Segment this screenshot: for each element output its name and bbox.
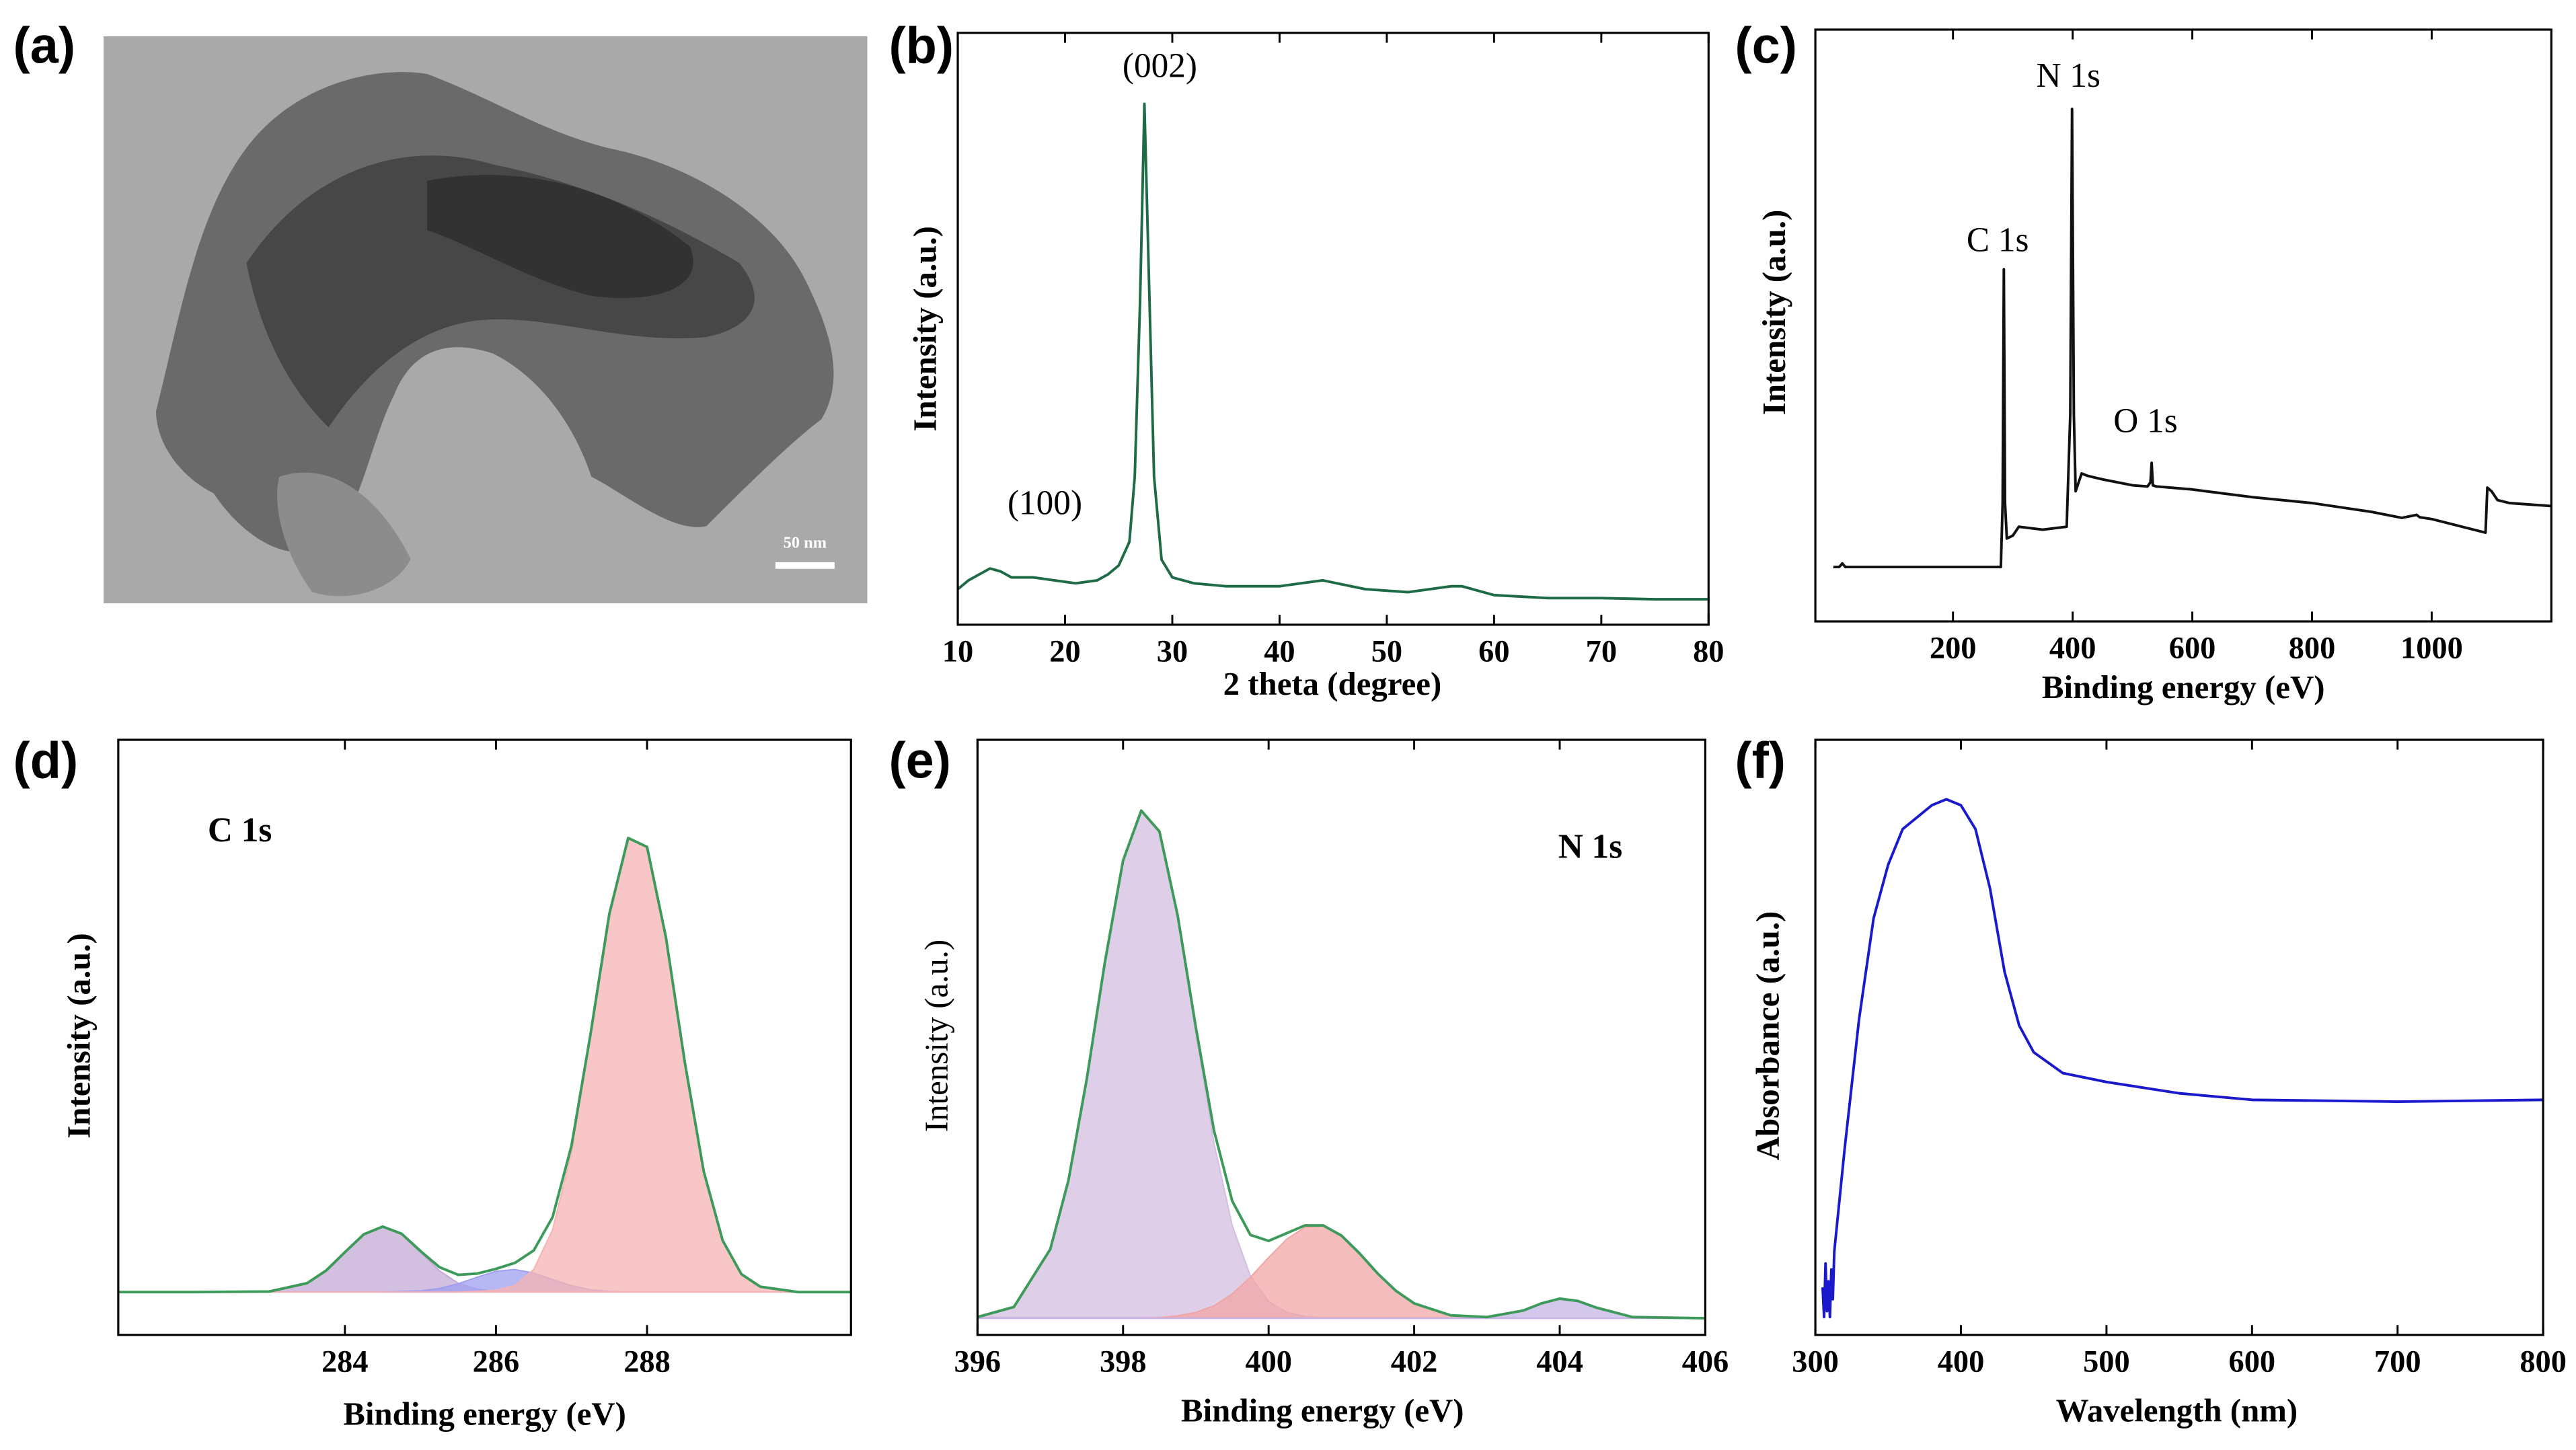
plot-area	[118, 837, 851, 1294]
flake-dark	[427, 175, 693, 299]
x-tick-label: 20	[1049, 635, 1080, 669]
plot-frame	[117, 738, 852, 1336]
x-tick-label: 400	[1938, 1345, 1985, 1379]
x-tick-label: 10	[942, 635, 973, 669]
plot-area	[977, 809, 1706, 1320]
scale-bar	[775, 562, 835, 569]
y-axis-label: Intensity (a.u.)	[917, 940, 954, 1132]
x-axis-label: Binding energy (eV)	[343, 1395, 626, 1432]
x-tick-label: 400	[1245, 1345, 1292, 1379]
x-tick-label: 288	[623, 1345, 671, 1379]
data-line	[1821, 798, 2544, 1319]
panel-label: (c)	[1735, 17, 1797, 74]
scale-bar-label: 50 nm	[784, 534, 827, 552]
x-tick-label: 404	[1536, 1345, 1583, 1379]
plot-frame	[1814, 28, 2552, 623]
panel-label: (e)	[888, 732, 951, 790]
plot-frame	[956, 32, 1710, 626]
x-tick-label: 600	[2169, 632, 2216, 666]
panel: 396 398 400 402 404 406 Binding energy (eV) Int…	[888, 732, 1729, 1429]
panel: 284 286 288 Binding energy (eV) Intensity (a…	[13, 732, 852, 1432]
x-tick-label: 286	[473, 1345, 520, 1379]
panel-label: (b)	[888, 17, 954, 74]
x-tick-label: 800	[2289, 632, 2336, 666]
data-line	[977, 809, 1706, 1320]
x-axis-label: Binding energy (eV)	[1181, 1391, 1464, 1428]
x-tick-label: 40	[1264, 635, 1295, 669]
peak-annotation: (002)	[1123, 46, 1197, 85]
peak-annotation: O 1s	[2113, 402, 2177, 440]
x-tick-label: 70	[1586, 635, 1617, 669]
x-tick-label: 700	[2374, 1345, 2421, 1379]
x-tick-label: 500	[2083, 1345, 2130, 1379]
x-tick-label: 80	[1693, 635, 1724, 669]
y-axis-label: Intensity (a.u.)	[60, 933, 97, 1139]
x-tick-label: 396	[954, 1345, 1001, 1379]
peak-annotation: (100)	[1008, 484, 1082, 523]
y-axis-label: Intensity (a.u.)	[1755, 210, 1792, 416]
x-tick-label: 600	[2229, 1345, 2276, 1379]
data-line	[118, 837, 851, 1294]
x-tick-label: 200	[1930, 632, 1977, 666]
x-tick-label: 300	[1792, 1345, 1839, 1379]
plot-frame	[976, 738, 1707, 1336]
x-tick-label: 398	[1100, 1345, 1147, 1379]
y-axis-label: Intensity (a.u.)	[906, 226, 943, 432]
panel: 300 400 500 600 700 800 Wavelength (nm) Absorba…	[1735, 732, 2567, 1429]
panel-label: (d)	[13, 732, 79, 790]
tem-image: 50 nm	[103, 36, 868, 604]
y-axis-label: Absorbance (a.u.)	[1749, 911, 1786, 1161]
x-tick-label: 50	[1371, 635, 1402, 669]
peak-annotation: C 1s	[1967, 221, 2029, 260]
x-axis-label: Binding energy (eV)	[2042, 669, 2325, 705]
panel: 200 400 600 800 1000 Binding energy (eV) Inten…	[1735, 17, 2552, 705]
peak-annotation: C 1s	[208, 811, 272, 849]
plot-area	[958, 102, 1709, 601]
panel: 10 20 30 40 50 60 70 80 2 theta (degree) Intensit…	[888, 17, 1724, 702]
x-tick-label: 284	[321, 1345, 369, 1379]
plot-area	[1833, 107, 2552, 568]
data-line	[958, 102, 1709, 601]
component-area	[118, 837, 851, 1293]
panel-label: (f)	[1735, 732, 1786, 790]
x-tick-label: 60	[1478, 635, 1509, 669]
x-tick-label: 1000	[2400, 632, 2463, 666]
flake-edge	[277, 472, 411, 597]
data-line	[1833, 107, 2552, 568]
x-axis-label: 2 theta (degree)	[1223, 665, 1442, 702]
x-tick-label: 406	[1682, 1345, 1729, 1379]
x-axis-label: Wavelength (nm)	[2056, 1391, 2298, 1428]
x-tick-label: 800	[2520, 1345, 2567, 1379]
plot-area	[1821, 798, 2544, 1319]
x-tick-label: 402	[1391, 1345, 1438, 1379]
peak-annotation: N 1s	[2037, 56, 2100, 95]
plot-frame	[1814, 738, 2544, 1336]
panel-label: (a)	[13, 17, 76, 74]
x-tick-label: 400	[2049, 632, 2096, 666]
peak-annotation: N 1s	[1558, 828, 1622, 866]
x-tick-label: 30	[1157, 635, 1188, 669]
